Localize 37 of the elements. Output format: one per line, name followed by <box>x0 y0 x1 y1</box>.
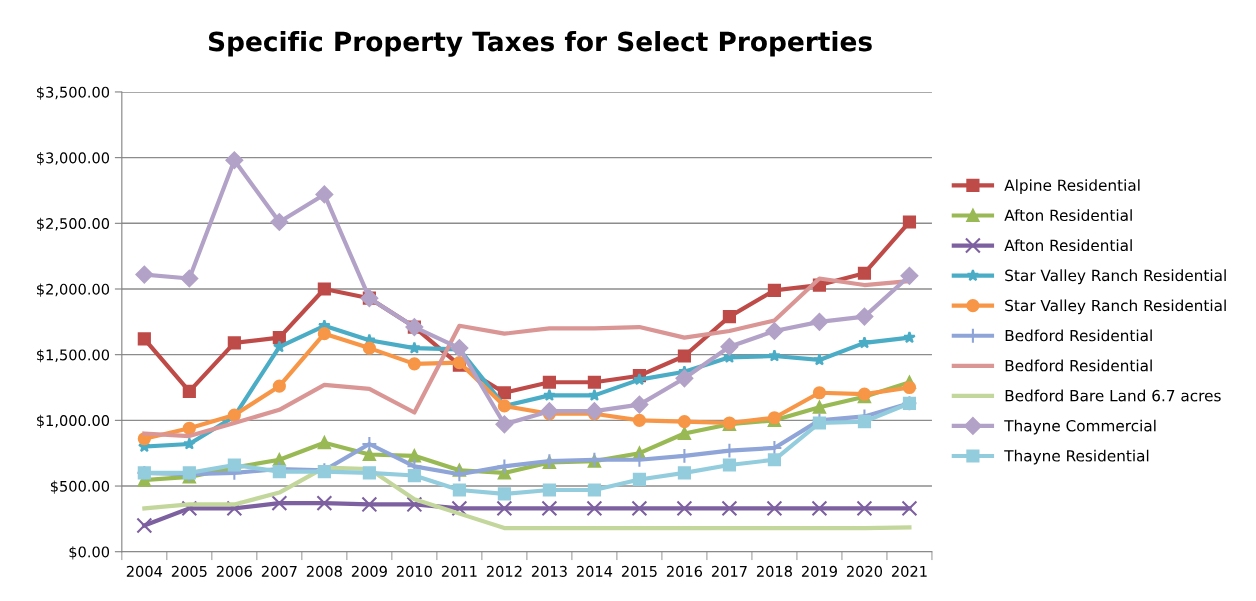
y-tick-label: $3,000.00 <box>37 152 110 166</box>
x-tick-label: 2018 <box>756 565 792 577</box>
legend-label: Bedford Bare Land 6.7 acres <box>1005 389 1221 402</box>
x-tick-label: 2013 <box>531 565 567 577</box>
x-tick-label: 2017 <box>711 565 747 577</box>
x-tick-label: 2005 <box>171 565 207 577</box>
x-tick-label: 2012 <box>486 565 522 577</box>
x-tick-label: 2010 <box>396 565 432 577</box>
y-tick-label: $1,500.00 <box>37 349 110 363</box>
y-tick-label: $0.00 <box>69 546 110 560</box>
y-tick-label: $3,500.00 <box>37 86 110 100</box>
y-tick-label: $1,000.00 <box>37 414 110 429</box>
x-tick-label: 2011 <box>441 565 477 577</box>
x-tick-label: 2015 <box>621 565 657 577</box>
chart-title: Specific Property Taxes for Select Properties <box>208 31 872 57</box>
legend-label: Star Valley Ranch Residential <box>1005 269 1226 285</box>
x-tick-label: 2020 <box>846 565 883 577</box>
legend-label: Afton Residential <box>1004 209 1132 222</box>
x-tick-label: 2004 <box>126 565 163 577</box>
y-tick-label: $2,500.00 <box>37 217 110 231</box>
x-tick-label: 2014 <box>576 565 613 577</box>
legend-label: Bedford Residential <box>1005 329 1152 342</box>
y-tick-label: $500.00 <box>50 480 110 494</box>
x-tick-label: 2006 <box>216 565 252 577</box>
x-tick-label: 2009 <box>351 565 387 577</box>
legend-label: Afton Residential <box>1004 239 1132 252</box>
x-tick-label: 2016 <box>666 565 703 577</box>
legend-label: Thayne Commercial <box>1004 419 1156 435</box>
x-tick-label: 2021 <box>891 565 927 577</box>
x-tick-label: 2019 <box>801 565 837 577</box>
x-tick-label: 2007 <box>261 565 297 577</box>
legend-label: Thayne Residential <box>1004 449 1149 465</box>
x-tick-label: 2008 <box>306 565 342 577</box>
legend-label: Bedford Residential <box>1005 359 1152 372</box>
legend-label: Alpine Residential <box>1004 179 1140 194</box>
y-tick-label: $2,000.00 <box>37 283 110 297</box>
legend-label: Star Valley Ranch Residential <box>1005 299 1226 315</box>
